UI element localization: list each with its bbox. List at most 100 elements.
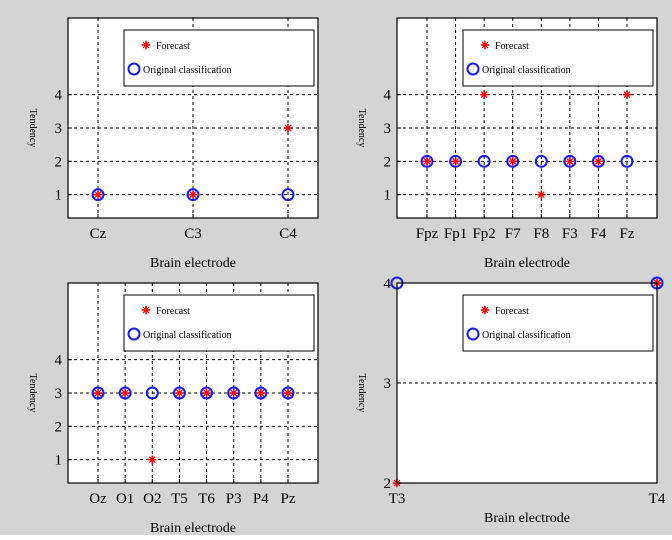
forecast-marker bbox=[93, 190, 103, 199]
x-axis-label: Brain electrode bbox=[484, 256, 570, 271]
x-tick-label: Pz bbox=[281, 491, 296, 507]
legend-box bbox=[462, 29, 654, 87]
axes-frame bbox=[396, 282, 658, 484]
legend-box bbox=[123, 29, 315, 87]
x-tick-label: P3 bbox=[226, 491, 242, 507]
x-tick-label: F3 bbox=[562, 226, 578, 242]
x-tick-label: F8 bbox=[533, 226, 549, 242]
forecast-marker bbox=[202, 388, 211, 398]
x-tick-label: Fp2 bbox=[472, 226, 495, 242]
y-tick-label: 4 bbox=[55, 353, 63, 369]
y-axis-label: Tendency bbox=[27, 374, 38, 413]
y-tick-label: 2 bbox=[55, 419, 63, 435]
original-marker bbox=[477, 154, 491, 168]
x-tick-label: Cz bbox=[90, 226, 107, 242]
legend-box bbox=[123, 294, 315, 352]
x-axis-label: Brain electrode bbox=[150, 256, 236, 271]
x-tick-label: T5 bbox=[171, 491, 188, 507]
y-tick-label: 1 bbox=[384, 188, 392, 204]
forecast-marker bbox=[451, 157, 460, 166]
axes-frame bbox=[67, 282, 319, 484]
original-marker bbox=[227, 386, 241, 400]
forecast-marker bbox=[229, 388, 238, 398]
original-marker bbox=[91, 386, 105, 400]
x-tick-label: O2 bbox=[143, 491, 161, 507]
x-tick-label: T4 bbox=[649, 491, 666, 507]
original-marker bbox=[420, 154, 434, 168]
original-marker bbox=[91, 188, 105, 202]
legend-label-forecast: Forecast bbox=[156, 41, 190, 52]
forecast-marker bbox=[422, 157, 432, 166]
forecast-marker bbox=[188, 190, 198, 199]
forecast-marker bbox=[175, 388, 184, 398]
forecast-marker bbox=[480, 305, 490, 315]
original-marker bbox=[534, 154, 548, 168]
forecast-marker bbox=[480, 40, 490, 50]
chart-panel-1: 1 2 3 4 Cz C3 C4 Brain electrode Tendency Forecas… bbox=[27, 17, 319, 271]
y-tick-label: 4 bbox=[384, 88, 392, 104]
legend: Forecast Original classification bbox=[123, 29, 315, 87]
y-tick-label: 1 bbox=[55, 188, 63, 204]
forecast-marker bbox=[283, 123, 293, 133]
forecast-marker bbox=[565, 157, 575, 166]
y-tick-label: 4 bbox=[384, 276, 392, 292]
axes-frame bbox=[67, 17, 319, 219]
original-marker bbox=[620, 154, 634, 168]
original-marker bbox=[118, 386, 132, 400]
y-tick-label: 2 bbox=[55, 154, 63, 170]
original-marker bbox=[145, 386, 159, 400]
axes-frame bbox=[396, 17, 658, 219]
original-marker bbox=[466, 62, 480, 76]
forecast-marker bbox=[594, 157, 603, 166]
y-tick-label: 3 bbox=[55, 121, 63, 137]
chart-panel-4: 2 3 4 T3 T4 Brain electrode Tendency Forecast Or… bbox=[356, 276, 666, 526]
original-marker bbox=[127, 62, 141, 76]
legend-label-forecast: Forecast bbox=[495, 306, 529, 317]
forecast-marker bbox=[256, 388, 266, 398]
y-tick-label: 3 bbox=[55, 386, 63, 402]
legend-box bbox=[462, 294, 654, 352]
x-axis-label: Brain electrode bbox=[484, 511, 570, 526]
forecast-marker bbox=[537, 190, 546, 199]
x-axis-label: Brain electrode bbox=[150, 521, 236, 535]
chart-panel-2: 1 2 3 4 Fpz Fp1 Fp2 F7 F8 F3 F4 Fz Brain electrode Te… bbox=[356, 17, 658, 271]
x-tick-label: F4 bbox=[591, 226, 607, 242]
original-marker bbox=[563, 154, 577, 168]
original-marker bbox=[127, 327, 141, 341]
y-tick-label: 2 bbox=[384, 154, 392, 170]
x-tick-label: Fpz bbox=[416, 226, 439, 242]
x-tick-label: Fp1 bbox=[444, 226, 467, 242]
forecast-marker bbox=[141, 40, 151, 50]
y-tick-label: 3 bbox=[384, 121, 392, 137]
original-marker bbox=[186, 188, 200, 202]
original-marker bbox=[281, 386, 295, 400]
y-tick-label: 4 bbox=[55, 88, 63, 104]
original-marker bbox=[591, 154, 605, 168]
original-marker bbox=[281, 188, 295, 202]
forecast-marker bbox=[479, 90, 489, 99]
y-tick-label: 1 bbox=[55, 453, 63, 469]
x-tick-label: T3 bbox=[389, 491, 406, 507]
x-tick-label: F7 bbox=[505, 226, 521, 242]
y-axis-label: Tendency bbox=[356, 109, 367, 148]
x-tick-label: Fz bbox=[620, 226, 635, 242]
original-marker bbox=[466, 327, 480, 341]
legend-label-original: Original classification bbox=[482, 65, 571, 76]
forecast-marker bbox=[622, 90, 632, 99]
y-tick-label: 2 bbox=[384, 476, 392, 492]
y-tick-label: 3 bbox=[384, 376, 392, 392]
y-axis-label: Tendency bbox=[356, 374, 367, 413]
legend-label-original: Original classification bbox=[143, 65, 232, 76]
original-marker bbox=[200, 386, 214, 400]
forecast-marker bbox=[283, 388, 293, 398]
x-tick-label: C4 bbox=[279, 226, 297, 242]
x-tick-label: C3 bbox=[184, 226, 202, 242]
forecast-marker bbox=[141, 305, 151, 315]
legend-label-original: Original classification bbox=[482, 330, 571, 341]
legend: Forecast Original classification bbox=[123, 294, 315, 352]
y-axis-label: Tendency bbox=[27, 109, 38, 148]
forecast-marker bbox=[93, 388, 103, 398]
x-tick-label: T6 bbox=[198, 491, 215, 507]
